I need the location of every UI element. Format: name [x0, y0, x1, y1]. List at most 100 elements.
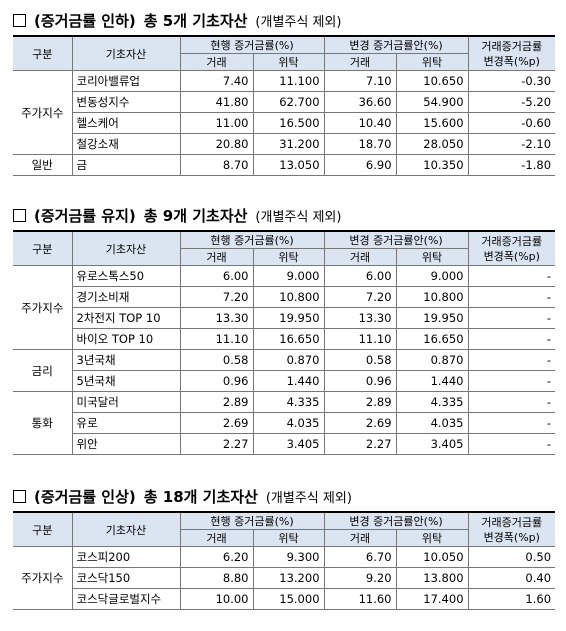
value-cell: 0.870	[252, 349, 325, 371]
asset-cell: 코스닥글로벌지수	[72, 588, 181, 610]
value-cell: 10.40	[323, 112, 397, 134]
data-row: 주가지수 코리아밸류업 7.40 11.100 7.10 10.650 -0.30	[13, 70, 556, 155]
value-cell: 9.000	[252, 265, 325, 287]
value-cell: 6.90	[323, 154, 397, 176]
header-cell: 변경 증거금률안(%)	[323, 35, 469, 54]
value-cell: -0.30	[467, 70, 556, 92]
data-row: 일반 금 8.70 13.050 6.90 10.350 -1.80	[13, 154, 556, 176]
header-row: 거래 위탁 거래 위탁	[13, 248, 555, 266]
value-cell: -	[467, 349, 556, 371]
value-cell: 0.870	[395, 349, 469, 371]
value-cell: 11.00	[179, 112, 254, 134]
value-cell: 2.69	[323, 412, 397, 434]
asset-cell: 3년국채	[71, 349, 181, 371]
value-cell: 20.80	[179, 133, 254, 155]
value-cell: -1.80	[467, 154, 556, 176]
value-cell: 9.20	[323, 567, 397, 589]
value-cell: 28.050	[395, 133, 469, 155]
value-cell: 9.000	[395, 265, 469, 287]
heading-label: (증거금률 유지)	[34, 206, 136, 225]
table-head: 구분 기초자산 현행 증거금률(%) 변경 증거금률안(%) 거래증거금률 변경폭(%p)…	[13, 230, 556, 266]
value-cell: 54.900	[395, 91, 469, 113]
value-cell: 13.200	[252, 567, 325, 589]
section: (증거금률 인상) 총 18개 기초자산 (개별주식 제외) 구분 기초자산 현행 증거금…	[13, 481, 556, 610]
data-row: 바이오 TOP 10 11.10 16.650 11.10 16.650-	[13, 328, 556, 350]
value-cell: 2.89	[323, 391, 397, 413]
header-line: 거래증거금률	[481, 234, 543, 248]
asset-cell: 코리아밸류업	[71, 70, 181, 92]
header-cell: 기초자산	[71, 35, 181, 71]
header-cell: 거래증거금률 변경폭(%p)	[467, 511, 556, 547]
heading-note: (개별주식 제외)	[255, 209, 342, 225]
value-cell: -	[467, 286, 556, 308]
value-cell: 2.27	[179, 433, 254, 455]
header-cell: 거래증거금률 변경폭(%p)	[467, 35, 556, 71]
value-cell: -	[467, 412, 556, 434]
value-cell: 3.405	[395, 433, 469, 455]
value-cell: 13.800	[395, 567, 469, 589]
value-cell: 13.050	[252, 154, 325, 176]
value-cell: 7.20	[179, 286, 254, 308]
header-cell: 위탁	[395, 529, 469, 547]
table-body: 주가지수 코스피200 6.20 9.300 6.70 10.050 0.50 코스닥150 8…	[13, 546, 556, 610]
heading-count: 총 5개 기초자산	[143, 11, 248, 30]
header-row: 구분 기초자산 현행 증거금률(%) 변경 증거금률안(%) 거래증거금률 변경폭(%p)	[13, 230, 556, 266]
header-cell: 구분	[13, 230, 73, 266]
group-cell: 통화	[13, 391, 73, 455]
table-body: 주가지수 유로스톡스50 6.00 9.000 6.00 9.000- 경기소비재 7.20 1…	[13, 265, 556, 455]
table-head: 구분 기초자산 현행 증거금률(%) 변경 증거금률안(%) 거래증거금률 변경폭(%p)…	[13, 35, 556, 71]
value-cell: 17.400	[395, 588, 469, 610]
data-row: 코스닥150 8.80 13.200 9.20 13.800 0.40	[13, 567, 556, 589]
value-cell: -2.10	[467, 133, 556, 155]
table-head: 구분 기초자산 현행 증거금률(%) 변경 증거금률안(%) 거래증거금률 변경폭(%p)…	[13, 511, 556, 547]
heading-note: (개별주식 제외)	[255, 14, 342, 30]
header-cell: 현행 증거금률(%)	[179, 230, 325, 249]
asset-cell: 경기소비재	[72, 286, 181, 308]
value-cell: 11.60	[323, 588, 397, 610]
value-cell: -	[467, 391, 556, 413]
heading-label: (증거금률 인상)	[34, 487, 136, 506]
header-line: 변경폭(%p)	[483, 54, 540, 68]
value-cell: -	[467, 307, 556, 329]
value-cell: 10.800	[252, 286, 325, 308]
data-table: 구분 기초자산 현행 증거금률(%) 변경 증거금률안(%) 거래증거금률 변경폭(%p)…	[13, 35, 556, 176]
value-cell: 0.58	[179, 349, 254, 371]
header-cell: 거래	[180, 248, 254, 266]
value-cell: 6.00	[323, 265, 397, 287]
value-cell: -5.20	[467, 91, 556, 113]
value-cell: 2.69	[179, 412, 254, 434]
asset-cell: 헬스케어	[72, 112, 181, 134]
heading-label: (증거금률 인하)	[34, 11, 136, 30]
value-cell: 0.96	[323, 370, 397, 392]
value-cell: 19.950	[252, 307, 325, 329]
value-cell: 13.30	[179, 307, 254, 329]
asset-cell: 금	[71, 154, 181, 176]
data-row: 위안 2.27 3.405 2.27 3.405-	[13, 433, 556, 455]
value-cell: 6.00	[179, 265, 254, 287]
value-cell: 16.650	[395, 328, 469, 350]
data-row: 주가지수 코스피200 6.20 9.300 6.70 10.050 0.50	[13, 546, 556, 610]
value-cell: 1.440	[252, 370, 325, 392]
value-cell: 62.700	[252, 91, 325, 113]
asset-cell: 코스피200	[71, 546, 181, 568]
value-cell: 41.80	[179, 91, 254, 113]
heading-count: 총 18개 기초자산	[143, 487, 258, 506]
data-row: 유로 2.69 4.035 2.69 4.035-	[13, 412, 556, 434]
header-cell: 거래	[323, 529, 397, 547]
value-cell: 10.650	[395, 70, 469, 92]
data-row: 경기소비재 7.20 10.800 7.20 10.800-	[13, 286, 556, 308]
header-cell: 위탁	[252, 529, 325, 547]
asset-cell: 변동성지수	[72, 91, 181, 113]
section-heading: (증거금률 인하) 총 5개 기초자산 (개별주식 제외)	[13, 5, 555, 35]
value-cell: 4.035	[395, 412, 469, 434]
value-cell: -0.60	[467, 112, 556, 134]
value-cell: 1.60	[467, 588, 556, 610]
value-cell: 1.440	[395, 370, 469, 392]
value-cell: 6.20	[179, 546, 254, 568]
header-line: 거래증거금률	[481, 39, 543, 53]
value-cell: 10.050	[395, 546, 469, 568]
asset-cell: 2차전지 TOP 10	[72, 307, 181, 329]
value-cell: 9.300	[252, 546, 325, 568]
value-cell: 18.70	[323, 133, 397, 155]
data-table: 구분 기초자산 현행 증거금률(%) 변경 증거금률안(%) 거래증거금률 변경폭(%p)…	[13, 230, 556, 455]
